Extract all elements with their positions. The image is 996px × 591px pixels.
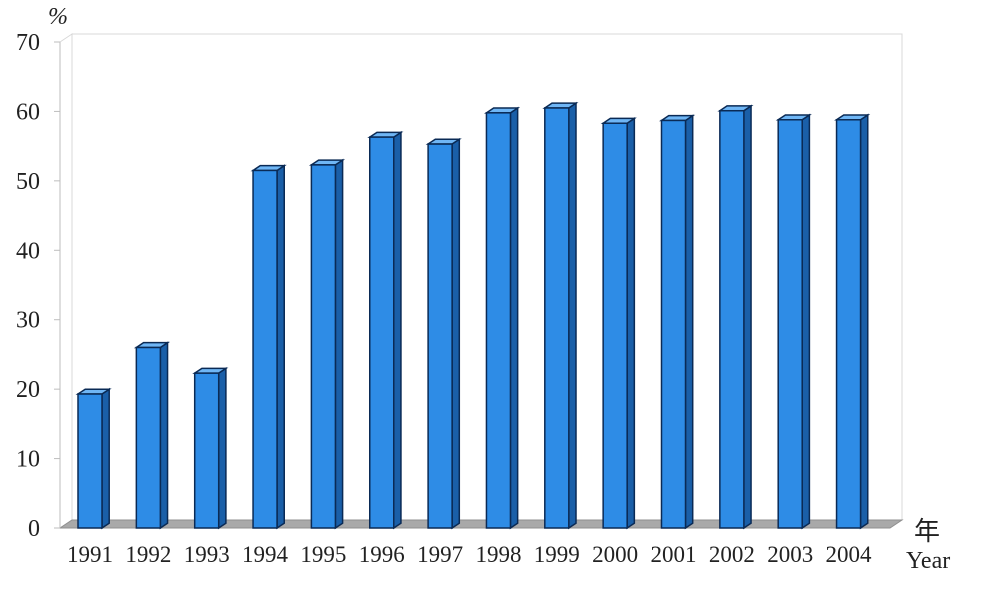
x-axis-label-cn: 年: [914, 517, 940, 546]
y-tick-label: 70: [16, 30, 40, 56]
x-tick-label: 2004: [826, 542, 873, 567]
bar-front: [602, 122, 628, 529]
bar: [192, 366, 229, 530]
bar-front: [369, 136, 395, 529]
x-axis: 1991 1992 1993 1994 1995 1996 1997 1998 1999 2000…: [67, 542, 872, 567]
bar: [250, 164, 287, 530]
bar: [542, 101, 579, 530]
x-tick-label: 1995: [300, 542, 346, 567]
bar-front: [77, 393, 103, 529]
bars: [75, 101, 871, 530]
x-tick-label: 2001: [651, 542, 697, 567]
bar: [425, 137, 462, 530]
bar-front: [719, 109, 745, 529]
y-axis: 0 10 20 30 40 50 60 70: [16, 30, 60, 542]
bar-front: [835, 119, 862, 529]
bar-side: [626, 117, 636, 530]
y-tick-label: 60: [16, 99, 40, 125]
bar-front: [544, 107, 570, 529]
bar: [75, 387, 112, 530]
y-tick-label: 20: [16, 377, 40, 403]
bar: [367, 130, 404, 530]
bar-front: [427, 143, 453, 529]
bar-side: [101, 387, 110, 530]
y-axis-label: %: [48, 4, 68, 30]
bar-side: [393, 130, 402, 530]
bar-side: [276, 164, 285, 530]
x-tick-label: 1994: [242, 542, 289, 567]
bar-side: [509, 106, 519, 530]
x-tick-label: 2000: [592, 542, 638, 567]
bar: [133, 341, 171, 530]
bar: [717, 104, 754, 530]
x-axis-label-en: Year: [906, 548, 950, 574]
bar-side: [334, 158, 344, 530]
bar-side: [859, 113, 869, 530]
bar-side: [743, 104, 752, 530]
bar: [600, 117, 637, 530]
y-tick-label: 30: [16, 308, 40, 334]
x-tick-label: 2003: [767, 542, 813, 567]
y-tick-label: 0: [28, 516, 40, 542]
x-tick-label: 1997: [417, 542, 463, 567]
bar-side: [568, 101, 577, 530]
bar-side: [217, 366, 227, 530]
bar: [775, 113, 812, 530]
y-tick-label: 10: [16, 447, 40, 473]
x-tick-label: 1991: [67, 542, 113, 567]
floor: [58, 519, 904, 529]
x-tick-label: 1993: [184, 542, 230, 567]
y-tick-label: 40: [16, 238, 40, 264]
x-tick-label: 1998: [475, 542, 521, 567]
bar-side: [801, 113, 811, 530]
bar-front: [660, 119, 687, 529]
x-tick-label: 1992: [125, 542, 171, 567]
bar-front: [485, 112, 512, 529]
bar-front: [310, 164, 337, 529]
bar: [834, 113, 871, 530]
bar-front: [193, 372, 220, 529]
bar: [483, 106, 521, 530]
bar: [308, 158, 346, 530]
bar-front: [135, 346, 162, 529]
left-wall: [59, 33, 73, 529]
bar-side: [684, 114, 694, 530]
bar-side: [159, 341, 169, 530]
y-tick-label: 50: [16, 169, 40, 195]
bar-front: [252, 169, 278, 529]
x-tick-label: 2002: [709, 542, 755, 567]
bar-front: [777, 119, 803, 529]
plot-frame: [58, 33, 904, 529]
bar: [659, 114, 696, 530]
x-tick-label: 1996: [359, 542, 405, 567]
bar-side: [451, 137, 461, 530]
x-tick-label: 1999: [534, 542, 580, 567]
